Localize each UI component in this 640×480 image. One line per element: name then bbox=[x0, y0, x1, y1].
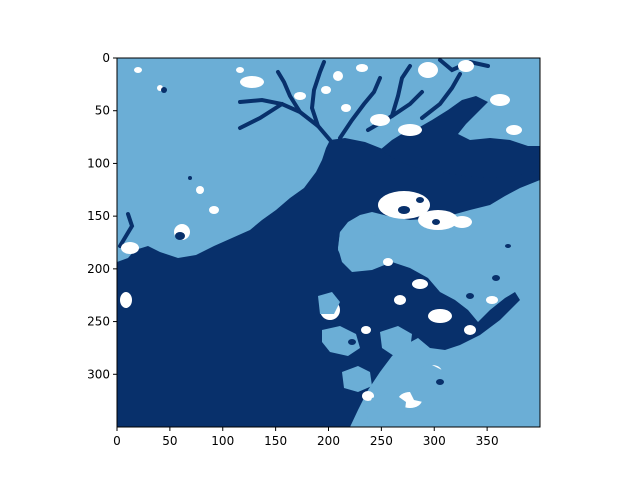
y-tick-label: 300 bbox=[87, 367, 110, 381]
x-axis: 0 50 100 150 200 250 300 350 bbox=[113, 427, 498, 448]
y-tick-label: 0 bbox=[102, 51, 110, 65]
x-tick-label: 350 bbox=[476, 434, 499, 448]
y-tick-label: 50 bbox=[95, 104, 110, 118]
x-tick-label: 100 bbox=[211, 434, 234, 448]
x-tick-label: 300 bbox=[423, 434, 446, 448]
heatmap-image bbox=[117, 58, 540, 427]
y-tick-label: 250 bbox=[87, 315, 110, 329]
x-tick-label: 0 bbox=[113, 434, 121, 448]
y-tick-label: 200 bbox=[87, 262, 110, 276]
y-axis: 0 50 100 150 200 250 300 bbox=[87, 51, 117, 381]
x-tick-label: 200 bbox=[317, 434, 340, 448]
y-tick-label: 150 bbox=[87, 209, 110, 223]
x-tick-label: 250 bbox=[370, 434, 393, 448]
x-tick-label: 150 bbox=[264, 434, 287, 448]
x-tick-label: 50 bbox=[162, 434, 177, 448]
y-tick-label: 100 bbox=[87, 156, 110, 170]
